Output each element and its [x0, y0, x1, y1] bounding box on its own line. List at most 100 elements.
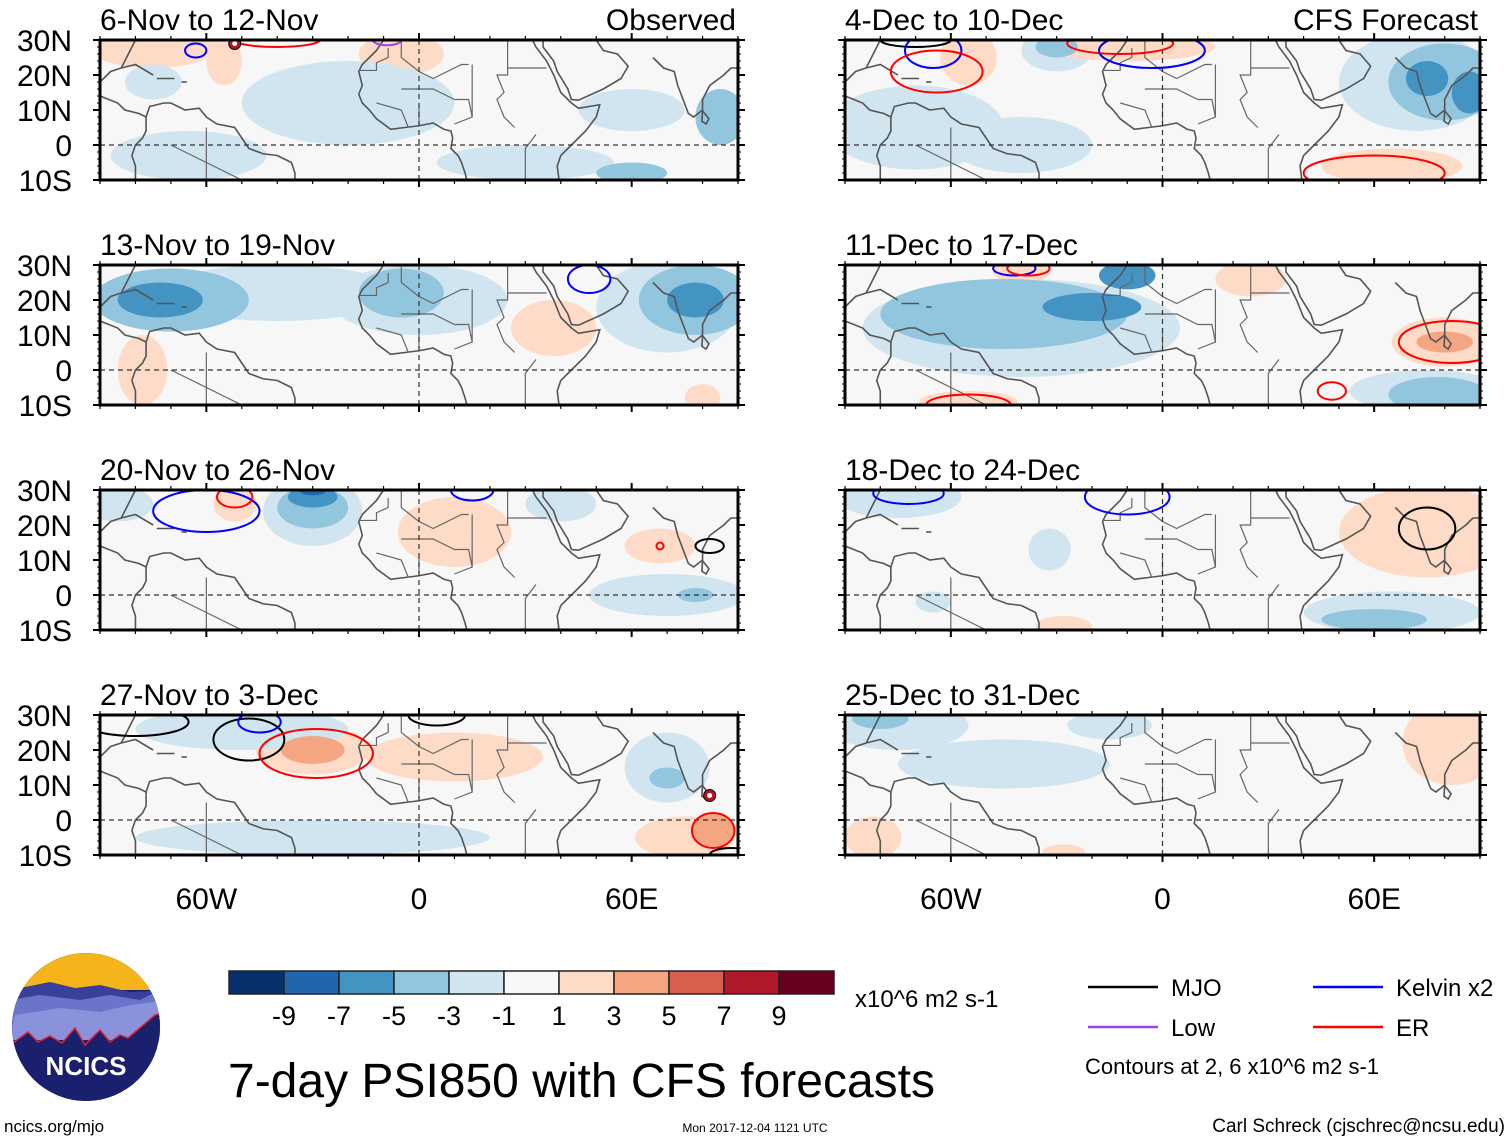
y-tick-label: 20N [17, 60, 72, 93]
coastline [121, 288, 154, 301]
country-border [915, 819, 987, 855]
colorbar-swatch [613, 970, 670, 995]
coastline [131, 342, 147, 405]
panel-period-label: 25-Dec to 31-Dec [845, 679, 1080, 712]
y-tick-label: 30N [17, 250, 72, 283]
map-content [100, 490, 738, 630]
anomaly-region [649, 767, 685, 789]
legend-entry: ER [1313, 1015, 1429, 1042]
y-tick-label: 20N [17, 510, 72, 543]
coastline [652, 56, 738, 118]
anomaly-region [897, 739, 1110, 789]
colorbar: -9 -7 -5 -3 -1 1 3 5 7 9 [228, 970, 835, 1031]
anomaly-region [691, 813, 735, 848]
contour-mjo [694, 538, 725, 554]
country-border [1144, 40, 1212, 80]
coastline [1394, 731, 1480, 793]
y-tick-label: 20N [17, 735, 72, 768]
y-tick-label: 30N [17, 700, 72, 733]
anomaly-region [624, 528, 696, 564]
anomaly-region [280, 736, 345, 764]
legend-entry: Kelvin x2 [1313, 975, 1493, 1002]
country-border [1102, 498, 1133, 522]
contour-kelvin-x2 [237, 715, 282, 734]
coastline [121, 738, 154, 751]
country-border [1144, 313, 1217, 350]
country-border [1239, 715, 1259, 803]
legend-label: ER [1396, 1015, 1429, 1042]
legend: MJO Kelvin x2 Low ER [1088, 975, 1493, 1042]
country-border [1120, 327, 1153, 353]
country-border [170, 594, 243, 630]
anomaly-region [915, 591, 951, 613]
contour-kelvin-x2 [449, 490, 495, 502]
colorbar-tick-label: -7 [327, 1001, 351, 1031]
coastline [121, 513, 154, 526]
coastline [100, 770, 296, 855]
contour-mjo [212, 717, 286, 762]
contour-er [1302, 154, 1446, 180]
anomaly-region [1035, 616, 1092, 630]
coastline [100, 545, 296, 630]
colorbar-swatch [668, 970, 725, 995]
anomaly-region [110, 131, 267, 180]
country-border [1144, 490, 1212, 530]
coastline [1443, 110, 1453, 126]
coastline [1101, 40, 1211, 180]
forecast-label: CFS Forecast [1293, 4, 1479, 37]
coastline [845, 770, 1040, 855]
country-border [1267, 134, 1280, 180]
coastline [542, 715, 630, 777]
country-border [1267, 584, 1280, 630]
map-panel: 60W 0 60E 25-Dec to 31-Dec [838, 679, 1487, 916]
coastline [1101, 265, 1211, 405]
anomaly-region [684, 384, 721, 405]
map-content [845, 715, 1480, 855]
panel-period-label: 4-Dec to 10-Dec [845, 4, 1063, 37]
contour-kelvin-x2 [903, 40, 963, 69]
country-border [915, 594, 987, 630]
contour-er [1397, 320, 1480, 364]
colorbar-units: x10^6 m2 s-1 [855, 986, 998, 1013]
colorbar-tick-label: -3 [437, 1001, 461, 1031]
coastline [121, 63, 154, 76]
x-tick-label: 0 [411, 883, 428, 916]
colorbar-tick-label: 5 [661, 1001, 676, 1031]
anomaly-region [100, 490, 154, 522]
y-tick-label: 10S [19, 615, 72, 648]
panel-period-label: 11-Dec to 17-Dec [845, 229, 1078, 262]
footer-timestamp: Mon 2017-12-04 1121 UTC [682, 1121, 828, 1135]
coastline [1274, 490, 1344, 630]
map-content [845, 490, 1480, 630]
country-border [400, 715, 469, 755]
coastline [1394, 506, 1480, 568]
colorbar-swatch [558, 970, 615, 995]
contour-kelvin-x2 [566, 265, 612, 294]
anomaly-region [135, 820, 490, 855]
country-border [496, 40, 516, 128]
anomaly-region [1338, 490, 1480, 578]
panel-period-label: 13-Nov to 19-Nov [100, 229, 335, 262]
country-border [401, 763, 473, 800]
contour-er [1066, 40, 1175, 55]
anomaly-region [1042, 293, 1142, 321]
map-panel: 11-Dec to 17-Dec [838, 229, 1487, 412]
colorbar-swatch [228, 970, 285, 995]
y-tick-label: 30N [17, 475, 72, 508]
contour-mjo [708, 847, 738, 855]
y-tick-label: 30N [17, 25, 72, 58]
coastline [1443, 335, 1453, 351]
x-tick-label: 60E [1347, 883, 1400, 916]
country-border [400, 40, 469, 80]
colorbar-swatch [338, 970, 395, 995]
x-tick-label: 60E [605, 883, 658, 916]
coastline [865, 288, 899, 301]
country-border [496, 265, 516, 353]
y-tick-label: 10S [19, 165, 72, 198]
colorbar-tick-label: 1 [551, 1001, 566, 1031]
anomaly-region [117, 335, 168, 405]
contour-er [925, 393, 1012, 405]
footer-url[interactable]: ncics.org/mjo [4, 1117, 104, 1136]
